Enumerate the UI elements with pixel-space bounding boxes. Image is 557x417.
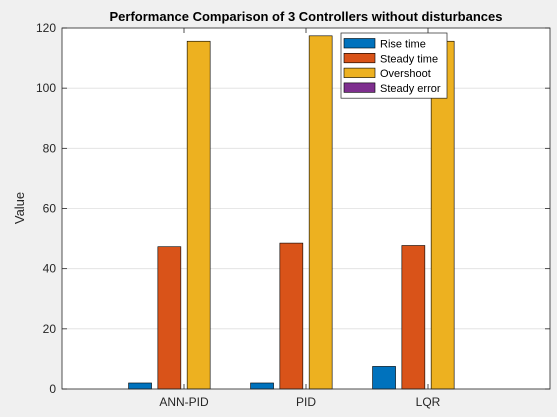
bar-steady-time-lqr xyxy=(401,245,426,390)
legend-label: Rise time xyxy=(380,39,426,51)
bar-overshoot-pid xyxy=(308,35,333,390)
y-tick-label: 100 xyxy=(36,81,56,95)
bar-steady-time-ann-pid xyxy=(157,246,182,390)
ticks: 0 20 40 60 80 100 120 ANN-PID PID LQR xyxy=(36,21,550,409)
bar-rise-time-pid xyxy=(250,382,274,390)
y-tick-label: 60 xyxy=(43,202,57,216)
legend-label: Steady error xyxy=(380,83,441,95)
y-tick-label: 80 xyxy=(43,141,57,155)
legend-swatch xyxy=(343,67,376,78)
y-axis-title: Value xyxy=(12,192,27,224)
y-tick-label: 0 xyxy=(49,382,56,396)
bars xyxy=(128,35,455,390)
chart-title: Performance Comparison of 3 Controllers … xyxy=(110,9,503,24)
legend-swatch xyxy=(343,82,376,93)
y-tick-label: 20 xyxy=(43,322,57,336)
y-tick-label: 120 xyxy=(36,21,56,35)
legend-swatch xyxy=(343,52,376,64)
x-tick-label: LQR xyxy=(416,395,441,409)
bar-rise-time-ann-pid xyxy=(128,382,152,390)
x-tick-label: ANN-PID xyxy=(159,395,209,409)
legend-label: Overshoot xyxy=(380,68,431,80)
legend-swatch xyxy=(343,38,376,49)
x-tick-label: PID xyxy=(296,395,316,409)
legend-label: Steady time xyxy=(380,53,438,65)
bar-overshoot-ann-pid xyxy=(186,40,211,390)
bar-rise-time-lqr xyxy=(372,366,396,390)
y-tick-label: 40 xyxy=(43,262,57,276)
bar-steady-time-pid xyxy=(279,242,304,390)
legend: Rise time Steady time Overshoot Steady erro… xyxy=(340,32,448,99)
